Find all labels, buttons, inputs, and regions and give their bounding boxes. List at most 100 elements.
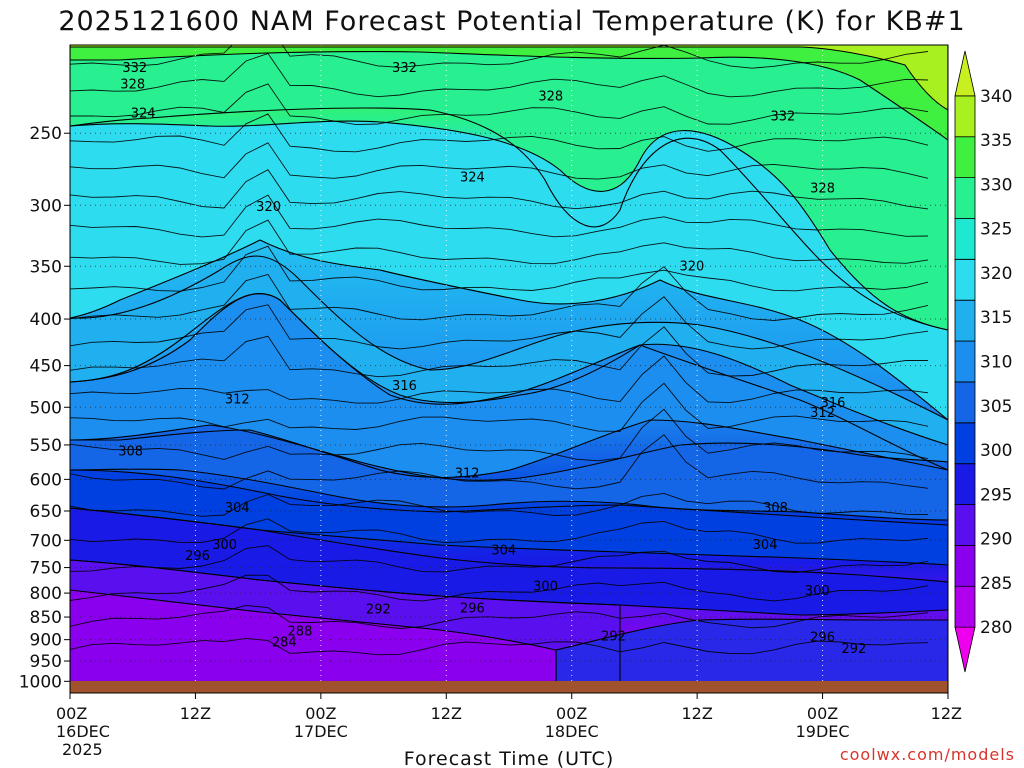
isentrope-3 xyxy=(70,113,929,153)
contour-label-304-21: 304 xyxy=(753,538,778,553)
isentrope-14 xyxy=(70,408,929,462)
y-tick-label-950: 950 xyxy=(30,652,62,672)
isentrope-0 xyxy=(70,45,929,69)
y-axis: 250 300 350 400 450 500 550 600 650 700 750 800 850 9… xyxy=(19,124,70,692)
colorbar-segment-10 xyxy=(954,218,976,260)
contour-label-312-11: 312 xyxy=(225,393,250,408)
contour-label-324-2: 324 xyxy=(131,106,156,121)
contour-label-308-17: 308 xyxy=(763,501,788,516)
x-tick-label-3: 12Z xyxy=(431,704,462,723)
isentrope-9 xyxy=(70,266,929,321)
contour-label-324-5: 324 xyxy=(460,170,485,185)
colorbar-label-310: 310 xyxy=(980,353,1012,373)
y-tick-label-450: 450 xyxy=(30,357,62,377)
contour-label-316-10: 316 xyxy=(392,379,417,394)
isentrope-4 xyxy=(70,142,929,180)
isentrope-10 xyxy=(70,296,929,350)
contour-label-312-13: 312 xyxy=(810,406,835,421)
y-tick-label-650: 650 xyxy=(30,502,62,522)
contour-label-300-18: 300 xyxy=(212,538,237,553)
isentrope-13 xyxy=(70,382,929,432)
colorbar-label-300: 300 xyxy=(980,441,1012,461)
contour-label-320-6: 320 xyxy=(256,200,281,215)
chart-title: 2025121600 NAM Forecast Potential Temper… xyxy=(58,6,965,37)
contour-lines xyxy=(70,45,948,693)
y-tick-label-400: 400 xyxy=(30,310,62,330)
contour-label-300-22: 300 xyxy=(533,580,558,595)
y-tick-label-900: 900 xyxy=(30,631,62,651)
colorbar-segment-8 xyxy=(954,299,976,342)
colorbar-segment-4 xyxy=(954,463,976,505)
contour-label-328-8: 328 xyxy=(810,182,835,197)
contour-line-11 xyxy=(555,618,948,693)
x-tick-label-0: 00Z xyxy=(56,704,87,723)
isentrope-21 xyxy=(70,637,929,656)
contour-label-332-0: 332 xyxy=(122,61,147,76)
contour-line-9 xyxy=(70,559,621,693)
band-310k xyxy=(70,293,948,478)
colorbar-label-325: 325 xyxy=(980,220,1012,240)
isentrope-18 xyxy=(70,545,929,574)
band-295k xyxy=(70,508,948,615)
isentrope-11 xyxy=(70,326,928,378)
contour-label-292-28: 292 xyxy=(601,629,626,644)
contour-label-300-23: 300 xyxy=(805,584,830,599)
isentrope-15 xyxy=(70,434,929,490)
colorbar-label-330: 330 xyxy=(980,175,1012,195)
x-tick-year-0: 2025 xyxy=(62,740,103,759)
contour-label-292-25: 292 xyxy=(366,602,391,617)
colorbar-label-290: 290 xyxy=(980,530,1012,550)
x-tick-label-6: 00Z xyxy=(807,704,838,723)
colorbar-label-315: 315 xyxy=(980,308,1012,328)
isentrope-6 xyxy=(70,194,929,238)
contour-label-304-16: 304 xyxy=(225,501,250,516)
contour-label-312-14: 312 xyxy=(455,466,480,481)
colorbar-label-285: 285 xyxy=(980,574,1012,594)
contour-label-332-3: 332 xyxy=(392,61,417,76)
colorbar-segment-0 xyxy=(954,626,976,673)
y-tick-label-500: 500 xyxy=(30,398,62,418)
gridlines xyxy=(70,45,948,693)
contour-label-296-29: 296 xyxy=(810,631,835,646)
band-330k xyxy=(70,45,948,330)
contour-label-284-27: 284 xyxy=(272,635,297,650)
colorbar-label-295: 295 xyxy=(980,485,1012,505)
x-tick-label-4: 00Z xyxy=(556,704,587,723)
colorbar-segment-13 xyxy=(954,95,976,138)
colorbar-label-320: 320 xyxy=(980,264,1012,284)
colorbar-segment-3 xyxy=(954,504,976,546)
isentrope-1 xyxy=(70,52,929,98)
y-tick-label-350: 350 xyxy=(30,257,62,277)
band-low-blue xyxy=(556,619,948,693)
y-tick-label-300: 300 xyxy=(30,196,62,216)
y-tick-label-800: 800 xyxy=(30,584,62,604)
isentrope-8 xyxy=(70,245,929,292)
isentrope-5 xyxy=(70,169,929,210)
isentrope-17 xyxy=(70,518,929,544)
colorbar-segment-5 xyxy=(954,422,976,465)
isentrope-12 xyxy=(70,355,929,404)
x-tick-label-7: 12Z xyxy=(931,704,962,723)
colorbar-segment-1 xyxy=(954,585,976,628)
colorbar-segment-2 xyxy=(954,545,976,587)
contour-label-304-20: 304 xyxy=(491,544,516,559)
contour-label-332-7: 332 xyxy=(770,110,795,125)
band-315k xyxy=(70,256,948,470)
x-tick-label-2: 00Z xyxy=(305,704,336,723)
colorbar-segment-11 xyxy=(954,177,976,219)
x-tick-label-5: 12Z xyxy=(681,704,712,723)
colorbar-label-305: 305 xyxy=(980,397,1012,417)
x-axis-label: Forecast Time (UTC) xyxy=(404,748,614,768)
colorbar-segment-9 xyxy=(954,258,976,301)
x-tick-date-6: 19DEC xyxy=(796,722,850,741)
y-tick-label-700: 700 xyxy=(30,531,62,551)
band-285k xyxy=(70,590,556,693)
contour-label-320-9: 320 xyxy=(680,260,705,275)
isentrope-20 xyxy=(70,605,929,629)
x-tick-label-1: 12Z xyxy=(180,704,211,723)
colorbar: 280 285 290 295 300 305 310 315 320 325 330 335 340 xyxy=(954,50,1012,673)
colorbar-segment-6 xyxy=(954,381,976,424)
band-300k xyxy=(70,470,948,565)
